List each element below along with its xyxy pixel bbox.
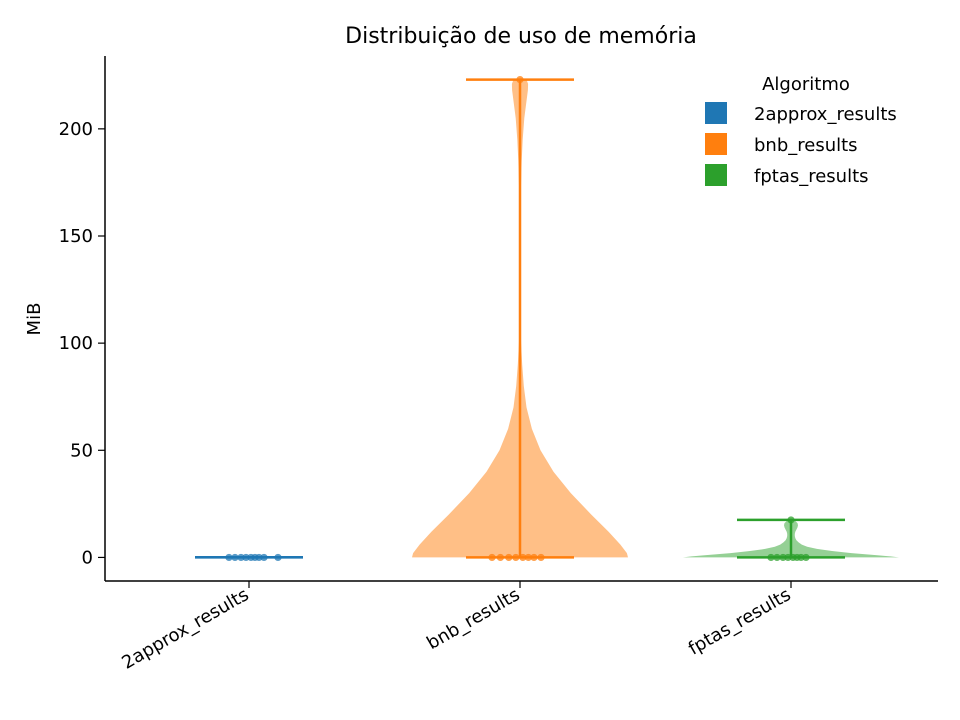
data-point-fptas_results — [802, 553, 810, 562]
data-point-bnb_results — [488, 553, 496, 562]
x-tick-label: bnb_results — [423, 584, 523, 654]
data-point-fptas_results — [784, 553, 792, 562]
data-point-bnb_results — [524, 553, 533, 562]
y-tick-label: 150 — [59, 226, 93, 247]
data-point-2approx_results — [231, 553, 239, 562]
data-point-2approx_results — [255, 553, 263, 562]
data-point-bnb_results — [512, 553, 520, 562]
data-point-bnb_results — [537, 553, 545, 562]
data-point-fptas_results — [767, 553, 775, 562]
y-tick-label: 200 — [59, 119, 93, 140]
data-point-2approx_results — [237, 553, 245, 562]
legend: Algoritmo 2approx_results bnb_resultsfptas… — [705, 74, 897, 187]
legend-title: Algoritmo — [762, 74, 850, 95]
legend-swatch-bnb_results — [705, 133, 727, 155]
y-tick-label: 50 — [70, 440, 93, 461]
data-point-bnb_results — [505, 553, 513, 562]
x-tick-label: 2approx_results — [118, 584, 252, 674]
y-tick-label: 100 — [59, 333, 93, 354]
data-point-fptas_results — [779, 553, 787, 562]
data-point-2approx_results — [274, 553, 282, 562]
y-tick-label: 0 — [82, 547, 93, 568]
legend-label: 2approx_results — [754, 104, 897, 125]
data-point-2approx_results — [225, 553, 233, 562]
legend-swatch-fptas_results — [705, 164, 727, 186]
legend-swatch-2approx_results — [705, 102, 727, 124]
x-tick-label: fptas_results — [685, 584, 795, 659]
plot-area — [195, 75, 899, 562]
y-axis-label: MiB — [24, 303, 45, 336]
data-point-bnb_results — [516, 75, 524, 84]
data-point-fptas_results — [797, 553, 805, 562]
data-point-bnb_results — [519, 553, 527, 562]
data-point-fptas_results — [773, 553, 781, 562]
chart-title: Distribuição de uso de memória — [345, 24, 697, 49]
legend-label: fptas_results — [754, 166, 869, 187]
data-point-2approx_results — [260, 553, 268, 562]
data-point-fptas_results — [787, 516, 795, 524]
data-point-bnb_results — [530, 553, 538, 562]
data-point-2approx_results — [242, 553, 250, 562]
data-point-bnb_results — [496, 553, 504, 562]
legend-label: bnb_results — [754, 135, 858, 156]
